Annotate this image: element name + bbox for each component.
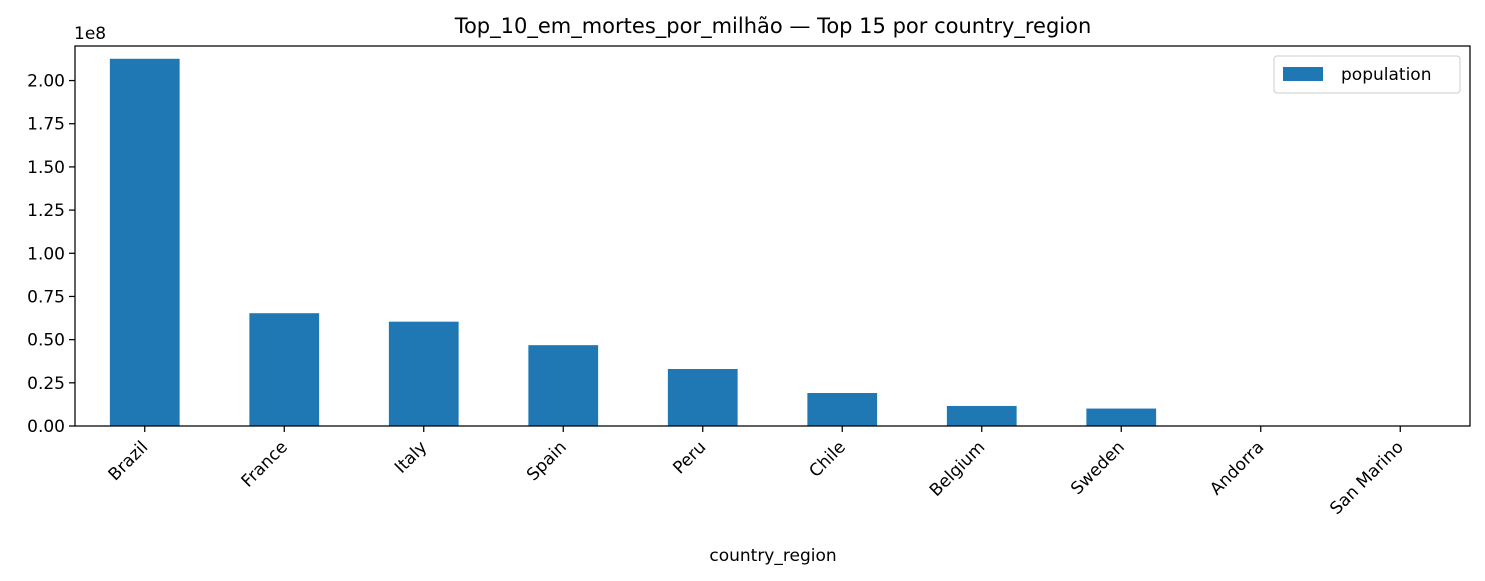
y-tick-label: 0.00	[27, 417, 65, 437]
bar-sweden	[1086, 408, 1157, 426]
bar-france	[249, 313, 320, 426]
bar-brazil	[109, 58, 180, 426]
bar-italy	[388, 321, 459, 426]
x-axis-label: country_region	[709, 546, 836, 566]
chart-title: Top_10_em_mortes_por_milhão — Top 15 por…	[454, 14, 1092, 39]
legend-label: population	[1341, 65, 1431, 85]
y-tick-label: 1.50	[27, 158, 65, 178]
bar-peru	[667, 369, 738, 426]
y-tick-label: 1.00	[27, 244, 65, 264]
legend-box	[1273, 55, 1461, 94]
axes-frame	[74, 45, 1471, 427]
y-tick-label: 0.75	[27, 287, 65, 307]
y-tick-label: 0.25	[27, 374, 65, 394]
bar-spain	[528, 345, 599, 426]
legend-swatch	[1283, 67, 1323, 81]
y-tick-label: 1.75	[27, 115, 65, 135]
y-axis-offset-label: 1e8	[74, 24, 106, 44]
bar-belgium	[946, 405, 1017, 426]
bar-chile	[807, 393, 878, 426]
y-tick-label: 2.00	[27, 72, 65, 92]
y-tick-label: 0.50	[27, 331, 65, 351]
plot-area: 0.000.250.500.751.001.251.501.752.00Braz…	[27, 45, 1471, 519]
y-tick-label: 1.25	[27, 201, 65, 221]
